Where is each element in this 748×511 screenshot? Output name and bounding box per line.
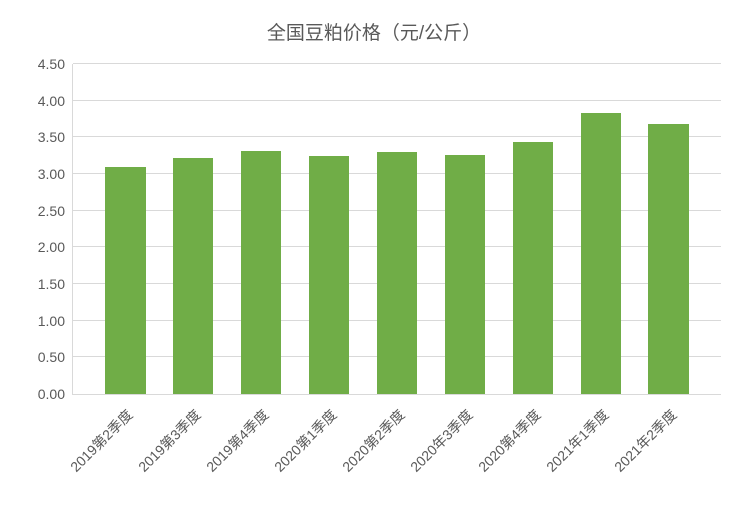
bar	[309, 156, 350, 394]
x-tick-label: 2020第4季度	[474, 405, 545, 476]
y-tick-label: 4.00	[5, 93, 65, 109]
x-tick-label: 2020第1季度	[270, 405, 341, 476]
y-tick-label: 2.00	[5, 239, 65, 255]
bar-slot	[363, 64, 431, 394]
x-tick-label: 2019第3季度	[134, 405, 205, 476]
x-tick-label: 2019第4季度	[202, 405, 273, 476]
x-tick-label: 2021年2季度	[610, 405, 681, 476]
chart-title: 全国豆粕价格（元/公斤）	[0, 18, 748, 45]
bar-slot	[499, 64, 567, 394]
bar	[513, 142, 554, 394]
x-tick-label: 2020年3季度	[406, 405, 477, 476]
y-tick-label: 0.50	[5, 349, 65, 365]
bar	[445, 155, 486, 394]
y-tick-label: 2.50	[5, 203, 65, 219]
x-tick-label: 2020第2季度	[338, 405, 409, 476]
bar	[581, 113, 622, 394]
plot-area: 0.000.501.001.502.002.503.003.504.004.50	[72, 64, 721, 395]
bar	[241, 151, 282, 394]
x-axis-labels: 2019第2季度2019第3季度2019第4季度2020第1季度2020第2季度…	[72, 394, 720, 511]
y-tick-label: 3.00	[5, 166, 65, 182]
bar	[173, 158, 214, 394]
y-tick-label: 1.50	[5, 276, 65, 292]
x-tick-label: 2019第2季度	[66, 405, 137, 476]
bar-slot	[635, 64, 703, 394]
bar-slot	[227, 64, 295, 394]
y-tick-label: 4.50	[5, 56, 65, 72]
y-tick-label: 3.50	[5, 129, 65, 145]
bar-slot	[567, 64, 635, 394]
bar	[648, 124, 689, 394]
y-tick-label: 1.00	[5, 313, 65, 329]
y-tick-label: 0.00	[5, 386, 65, 402]
bar-slot	[431, 64, 499, 394]
bar-chart: 全国豆粕价格（元/公斤） 0.000.501.001.502.002.503.0…	[0, 0, 748, 511]
bar-slot	[295, 64, 363, 394]
bar-slot	[91, 64, 159, 394]
x-tick-label: 2021年1季度	[542, 405, 613, 476]
bar	[377, 152, 418, 394]
bar	[105, 167, 146, 394]
bars-container	[73, 64, 721, 394]
bar-slot	[159, 64, 227, 394]
